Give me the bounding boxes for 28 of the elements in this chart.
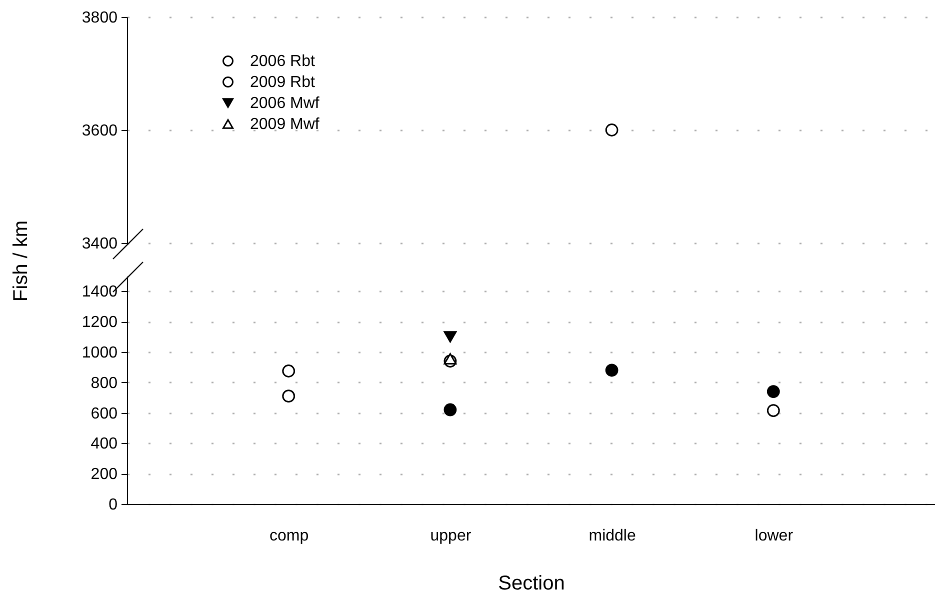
y-tick-label: 1000 (82, 344, 118, 362)
y-tick-label: 800 (90, 374, 118, 392)
y-tick-label: 600 (90, 405, 118, 422)
legend-label: 2006 Mwf (250, 95, 320, 112)
y-tick-label: 400 (90, 436, 118, 453)
x-tick-label: comp (270, 528, 309, 544)
y-tick-label: 1400 (82, 284, 118, 301)
x-tick-label: middle (588, 528, 636, 544)
y-tick-label: 0 (108, 496, 118, 514)
point (766, 404, 780, 417)
legend-label: 2006 Rbt (250, 53, 316, 70)
y-tick-label: 1200 (82, 314, 118, 332)
point (605, 364, 618, 377)
y-tick-label: 3400 (82, 236, 118, 252)
point (444, 353, 457, 365)
point (766, 385, 780, 398)
x-tick-label: upper (430, 528, 472, 544)
y-tick-label: 3800 (82, 10, 118, 26)
y-tick-label: 200 (90, 466, 118, 484)
point (444, 331, 457, 342)
y-tick-label: 3600 (82, 122, 118, 140)
y-axis-title: Fish / km (10, 220, 32, 302)
legend-label: 2009 Mwf (250, 116, 320, 133)
x-axis-title: Section (498, 572, 565, 594)
x-tick-label: lower (754, 528, 794, 544)
point (282, 364, 296, 378)
point (444, 403, 457, 416)
legend-label: 2009 Rbt (250, 74, 316, 91)
